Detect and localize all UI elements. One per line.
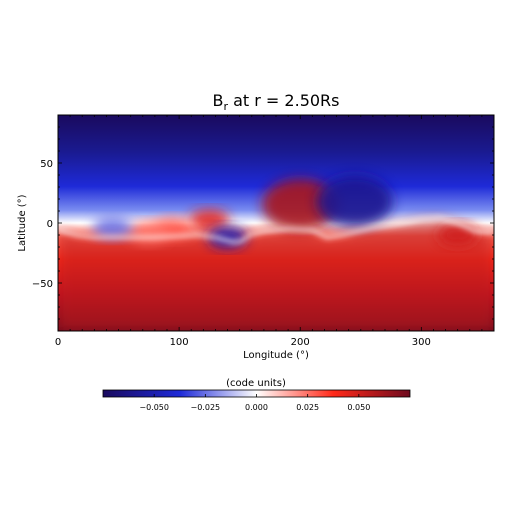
title-main: B bbox=[213, 91, 224, 110]
y-axis: −50 0 50 bbox=[32, 114, 494, 332]
y-tick-label: 0 bbox=[47, 219, 53, 230]
x-axis-label: Longitude (°) bbox=[243, 350, 309, 361]
chart-title: Br at r = 2.50Rs bbox=[213, 91, 340, 113]
colorbar-tick-label: −0.025 bbox=[191, 403, 221, 412]
field-feature-1 bbox=[189, 209, 230, 232]
title-rest: at r = 2.50Rs bbox=[228, 91, 339, 110]
field-feature-5 bbox=[92, 216, 133, 239]
x-tick-label: 100 bbox=[170, 337, 189, 348]
positive-region bbox=[58, 218, 494, 331]
field-feature-0 bbox=[262, 179, 339, 231]
y-axis-label: Latitude (°) bbox=[17, 194, 28, 251]
x-tick-label: 0 bbox=[55, 337, 61, 348]
y-tick-label: 50 bbox=[40, 159, 53, 170]
colorbar-label: (code units) bbox=[226, 378, 286, 389]
colorbar-ticks: −0.050 −0.025 0.000 0.025 0.050 bbox=[139, 394, 370, 412]
title-subscript: r bbox=[223, 100, 228, 113]
field-feature-3 bbox=[128, 221, 169, 244]
x-tick-label: 300 bbox=[412, 337, 431, 348]
colorbar-tick-label: 0.050 bbox=[347, 403, 370, 412]
x-axis: 0 100 200 300 bbox=[55, 115, 495, 348]
field-feature-7 bbox=[437, 224, 478, 246]
field-feature-6 bbox=[316, 175, 393, 228]
heatmap-area bbox=[58, 115, 494, 331]
neutral-line bbox=[58, 216, 494, 244]
x-tick-label: 200 bbox=[291, 337, 310, 348]
colorbar-tick-label: −0.050 bbox=[139, 403, 169, 412]
y-tick-label: −50 bbox=[32, 279, 53, 290]
colorbar-tick-label: 0.025 bbox=[296, 403, 319, 412]
colorbar-tick-label: 0.000 bbox=[245, 403, 268, 412]
